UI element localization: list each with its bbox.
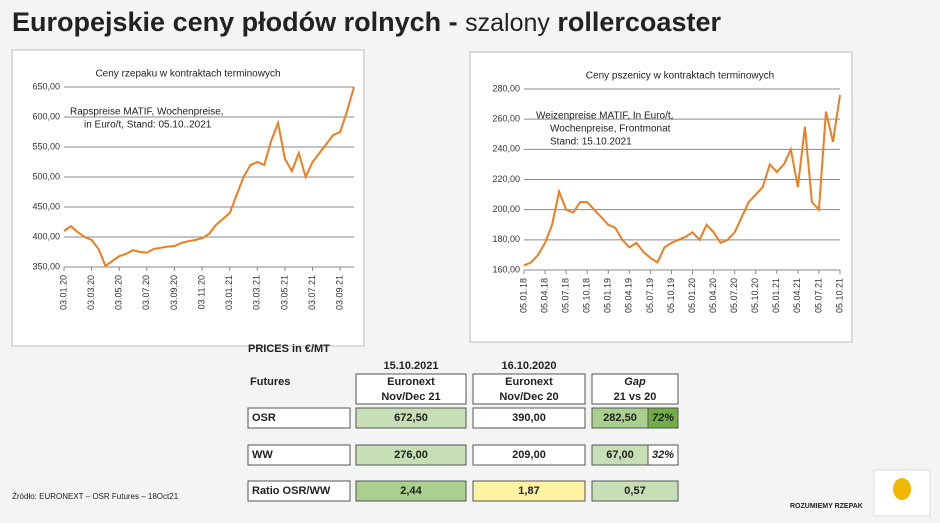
price-line bbox=[523, 94, 841, 267]
x-tick-label: 03.05.20 bbox=[114, 275, 124, 310]
row-label: Ratio OSR/WW bbox=[252, 485, 331, 497]
x-tick-label: 03.03.20 bbox=[86, 275, 96, 310]
chart-title: Ceny pszenicy w kontraktach terminowych bbox=[586, 71, 774, 82]
source: Źródło: EURONEXT – OSR Futures – 18Oct21 bbox=[12, 492, 179, 501]
head-text: Gap bbox=[624, 376, 646, 388]
brand: ROZUMIEMY RZEPAK bbox=[790, 503, 863, 510]
x-tick-label: 05.04.21 bbox=[792, 278, 802, 313]
value-cell bbox=[591, 480, 679, 502]
y-tick-label: 450,00 bbox=[32, 201, 60, 211]
value-text: 0,57 bbox=[624, 485, 645, 497]
value-cell bbox=[647, 444, 679, 466]
x-tick-label: 05.07.18 bbox=[561, 278, 571, 313]
value-text: 209,00 bbox=[512, 449, 546, 461]
value-text: 282,50 bbox=[603, 412, 637, 424]
value-text: 672,50 bbox=[394, 412, 428, 424]
chart-title: Ceny rzepaku w kontraktach terminowych bbox=[95, 69, 280, 80]
annotation: Wochenpreise, Frontmonat bbox=[550, 124, 671, 135]
value-cell bbox=[472, 480, 586, 502]
x-tick-label: 03.05.21 bbox=[279, 275, 289, 310]
value-cell bbox=[472, 407, 586, 429]
x-tick-label: 05.01.18 bbox=[518, 278, 528, 313]
x-tick-label: 05.04.18 bbox=[539, 278, 549, 313]
value-cell bbox=[472, 444, 586, 466]
row-label-box bbox=[247, 444, 351, 466]
head-cell bbox=[355, 373, 467, 405]
y-tick-label: 160,00 bbox=[492, 264, 520, 274]
annotation: in Euro/t, Stand: 05.10..2021 bbox=[84, 120, 212, 131]
y-tick-label: 500,00 bbox=[32, 171, 60, 181]
x-tick-label: 05.10.21 bbox=[834, 278, 844, 313]
chart-frame bbox=[469, 51, 853, 343]
table-title: PRICES in €/MT bbox=[248, 343, 330, 355]
x-tick-label: 05.01.21 bbox=[771, 278, 781, 313]
head-text: 21 vs 20 bbox=[614, 391, 657, 403]
value-text: 72% bbox=[652, 412, 674, 424]
x-tick-label: 05.04.19 bbox=[624, 278, 634, 313]
x-tick-label: 03.07.21 bbox=[307, 275, 317, 310]
x-tick-label: 05.01.19 bbox=[603, 278, 613, 313]
y-tick-label: 400,00 bbox=[32, 231, 60, 241]
x-tick-label: 03.07.20 bbox=[141, 275, 151, 310]
head-text: Nov/Dec 20 bbox=[499, 391, 558, 403]
row-label: WW bbox=[252, 449, 273, 461]
x-tick-label: 05.07.20 bbox=[729, 278, 739, 313]
y-tick-label: 600,00 bbox=[32, 111, 60, 121]
y-tick-label: 180,00 bbox=[492, 234, 520, 244]
annotation: Stand: 15.10.2021 bbox=[550, 137, 632, 148]
head-text: Euronext bbox=[505, 376, 553, 388]
row-label-box bbox=[247, 407, 351, 429]
value-cell bbox=[355, 444, 467, 466]
date-header: 15.10.2021 bbox=[383, 360, 438, 372]
row-label: Futures bbox=[250, 376, 290, 388]
x-tick-label: 03.03.21 bbox=[252, 275, 262, 310]
x-tick-label: 05.10.19 bbox=[666, 278, 676, 313]
row-label: OSR bbox=[252, 412, 276, 424]
chart-frame bbox=[11, 49, 365, 347]
y-tick-label: 350,00 bbox=[32, 261, 60, 271]
x-tick-label: 03.09.21 bbox=[335, 275, 345, 310]
annotation: Rapspreise MATIF, Wochenpreise, bbox=[70, 107, 224, 118]
y-tick-label: 650,00 bbox=[32, 81, 60, 91]
head-cell bbox=[472, 373, 586, 405]
head-cell bbox=[591, 373, 679, 405]
value-text: 32% bbox=[652, 449, 674, 461]
row-label-box bbox=[247, 480, 351, 502]
y-tick-label: 200,00 bbox=[492, 204, 520, 214]
title: Europejskie ceny płodów rolnych - szalon… bbox=[12, 7, 721, 37]
x-tick-label: 03.01.21 bbox=[224, 275, 234, 310]
y-tick-label: 280,00 bbox=[492, 83, 520, 93]
y-tick-label: 260,00 bbox=[492, 114, 520, 124]
x-tick-label: 03.11.20 bbox=[196, 275, 206, 309]
value-text: 67,00 bbox=[606, 449, 634, 461]
x-tick-label: 05.10.20 bbox=[750, 278, 760, 313]
head-text: Euronext bbox=[387, 376, 435, 388]
x-tick-label: 03.09.20 bbox=[169, 275, 179, 310]
x-tick-label: 05.10.18 bbox=[582, 278, 592, 313]
y-tick-label: 220,00 bbox=[492, 174, 520, 184]
value-cell bbox=[355, 480, 467, 502]
x-tick-label: 03.01.20 bbox=[58, 275, 68, 310]
x-tick-label: 05.01.20 bbox=[687, 278, 697, 313]
value-text: 390,00 bbox=[512, 412, 546, 424]
value-text: 2,44 bbox=[400, 485, 422, 497]
head-text: Nov/Dec 21 bbox=[381, 391, 440, 403]
x-tick-label: 05.04.20 bbox=[708, 278, 718, 313]
date-header: 16.10.2020 bbox=[501, 360, 556, 372]
price-line bbox=[63, 86, 355, 268]
logo-drop bbox=[893, 478, 911, 500]
value-cell bbox=[355, 407, 467, 429]
value-cell bbox=[647, 407, 679, 429]
y-tick-label: 240,00 bbox=[492, 144, 520, 154]
y-tick-label: 550,00 bbox=[32, 141, 60, 151]
x-tick-label: 05.07.21 bbox=[813, 278, 823, 313]
value-text: 1,87 bbox=[518, 485, 539, 497]
value-text: 276,00 bbox=[394, 449, 428, 461]
annotation: Weizenpreise MATIF, In Euro/t, bbox=[536, 111, 673, 122]
x-tick-label: 05.07.19 bbox=[645, 278, 655, 313]
